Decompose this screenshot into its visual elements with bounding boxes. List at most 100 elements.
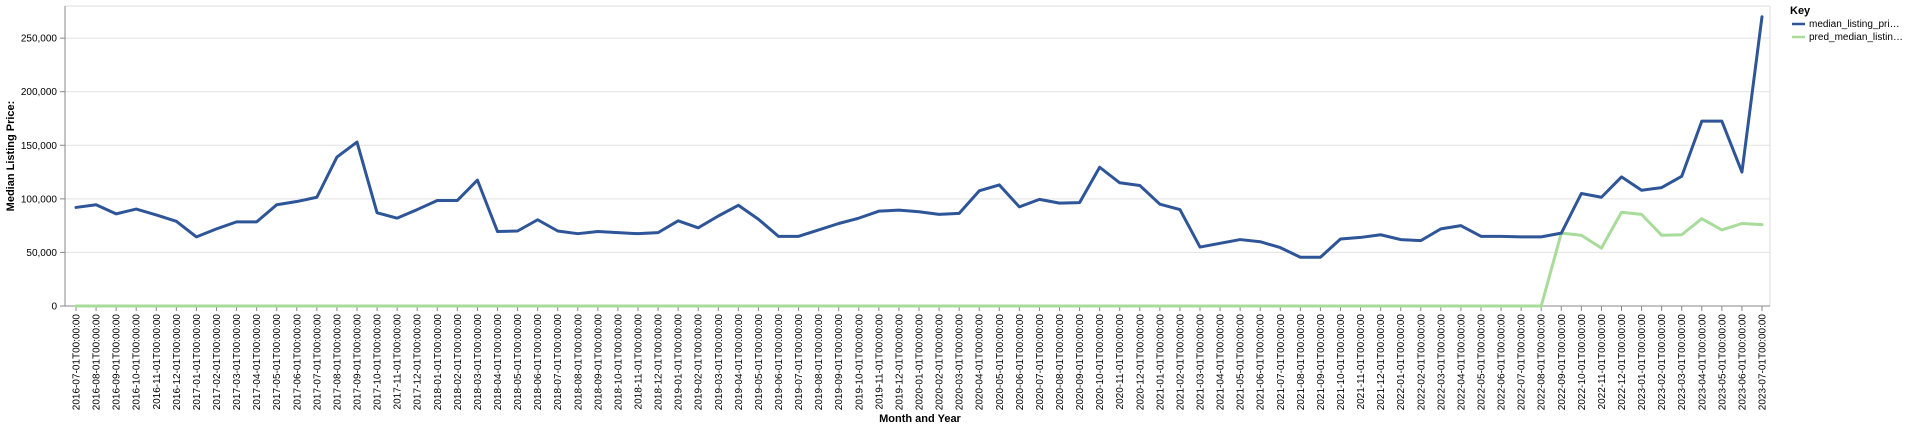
- x-tick-label: 2017-05-01T00:00:00: [272, 314, 283, 411]
- y-axis-title: Median Listing Price:: [5, 101, 17, 212]
- x-tick-label: 2020-01-01T00:00:00: [915, 314, 926, 411]
- x-tick-label: 2018-06-01T00:00:00: [533, 314, 544, 411]
- x-tick-label: 2021-05-01T00:00:00: [1236, 314, 1247, 411]
- x-tick-label: 2018-07-01T00:00:00: [553, 314, 564, 411]
- x-tick-label: 2021-11-01T00:00:00: [1356, 314, 1367, 410]
- x-tick-label: 2020-09-01T00:00:00: [1075, 314, 1086, 411]
- x-tick-label: 2022-09-01T00:00:00: [1557, 314, 1568, 411]
- x-tick-label: 2021-02-01T00:00:00: [1175, 314, 1186, 411]
- x-tick-label: 2023-04-01T00:00:00: [1697, 314, 1708, 411]
- x-tick-label: 2020-07-01T00:00:00: [1035, 314, 1046, 411]
- x-tick-label: 2017-12-01T00:00:00: [413, 314, 424, 411]
- x-tick-label: 2019-10-01T00:00:00: [854, 314, 865, 411]
- x-tick-label: 2021-08-01T00:00:00: [1296, 314, 1307, 411]
- x-tick-label: 2020-11-01T00:00:00: [1115, 314, 1126, 410]
- x-tick-label: 2017-04-01T00:00:00: [252, 314, 263, 411]
- x-tick-label: 2021-10-01T00:00:00: [1336, 314, 1347, 411]
- x-tick-label: 2021-12-01T00:00:00: [1376, 314, 1387, 411]
- x-tick-label: 2022-11-01T00:00:00: [1597, 314, 1608, 410]
- x-tick-label: 2021-09-01T00:00:00: [1316, 314, 1327, 411]
- x-tick-label: 2020-08-01T00:00:00: [1055, 314, 1066, 411]
- x-tick-label: 2019-11-01T00:00:00: [874, 314, 885, 410]
- x-tick-label: 2019-07-01T00:00:00: [794, 314, 805, 411]
- x-tick-label: 2020-03-01T00:00:00: [955, 314, 966, 411]
- x-tick-label: 2023-05-01T00:00:00: [1717, 314, 1728, 411]
- x-tick-label: 2017-02-01T00:00:00: [212, 314, 223, 411]
- x-tick-label: 2018-12-01T00:00:00: [654, 314, 665, 411]
- legend-title: Key: [1790, 5, 1811, 17]
- x-tick-label: 2020-02-01T00:00:00: [935, 314, 946, 411]
- x-tick-label: 2022-12-01T00:00:00: [1617, 314, 1628, 411]
- x-tick-label: 2016-11-01T00:00:00: [152, 314, 163, 410]
- x-tick-label: 2018-09-01T00:00:00: [593, 314, 604, 411]
- x-tick-label: 2019-12-01T00:00:00: [894, 314, 905, 411]
- x-tick-label: 2022-01-01T00:00:00: [1396, 314, 1407, 411]
- x-tick-label: 2023-03-01T00:00:00: [1677, 314, 1688, 411]
- x-tick-label: 2016-07-01T00:00:00: [72, 314, 83, 411]
- x-tick-label: 2022-02-01T00:00:00: [1416, 314, 1427, 411]
- y-tick-label: 50,000: [26, 248, 57, 259]
- x-tick-label: 2017-11-01T00:00:00: [393, 314, 404, 410]
- y-tick-label: 150,000: [21, 141, 58, 152]
- x-tick-label: 2023-06-01T00:00:00: [1737, 314, 1748, 411]
- x-tick-label: 2019-03-01T00:00:00: [714, 314, 725, 411]
- x-tick-label: 2017-08-01T00:00:00: [332, 314, 343, 411]
- x-tick-label: 2018-04-01T00:00:00: [493, 314, 504, 411]
- x-tick-label: 2020-06-01T00:00:00: [1015, 314, 1026, 411]
- x-tick-label: 2019-05-01T00:00:00: [754, 314, 765, 411]
- y-tick-label: 250,000: [21, 34, 58, 45]
- legend-label: pred_median_listin…: [1809, 32, 1903, 43]
- x-tick-label: 2022-06-01T00:00:00: [1497, 314, 1508, 411]
- x-tick-label: 2020-04-01T00:00:00: [975, 314, 986, 411]
- x-tick-label: 2018-02-01T00:00:00: [453, 314, 464, 411]
- x-tick-label: 2018-01-01T00:00:00: [433, 314, 444, 411]
- x-tick-label: 2021-04-01T00:00:00: [1216, 314, 1227, 411]
- x-tick-label: 2018-08-01T00:00:00: [573, 314, 584, 411]
- y-tick-label: 200,000: [21, 87, 58, 98]
- y-tick-label: 100,000: [21, 194, 58, 205]
- x-tick-label: 2017-10-01T00:00:00: [373, 314, 384, 411]
- axes: 0 50,000 100,000 150,000 200,000 250,000 2016-…: [21, 6, 1770, 410]
- series-line: [74, 210, 1764, 308]
- series-line: [74, 15, 1764, 259]
- x-tick-label: 2020-12-01T00:00:00: [1135, 314, 1146, 411]
- x-tick-label: 2017-03-01T00:00:00: [232, 314, 243, 411]
- legend-label: median_listing_pri…: [1809, 19, 1900, 30]
- series-lines: [74, 15, 1764, 308]
- x-tick-label: 2019-09-01T00:00:00: [834, 314, 845, 411]
- x-tick-label: 2021-03-01T00:00:00: [1196, 314, 1207, 411]
- x-tick-label: 2019-06-01T00:00:00: [774, 314, 785, 411]
- x-tick-label: 2020-10-01T00:00:00: [1095, 314, 1106, 411]
- grid: [65, 5, 1771, 307]
- x-tick-label: 2021-07-01T00:00:00: [1276, 314, 1287, 411]
- x-tick-label: 2016-08-01T00:00:00: [92, 314, 103, 411]
- x-axis-title: Month and Year: [879, 413, 961, 425]
- x-tick-label: 2020-05-01T00:00:00: [995, 314, 1006, 411]
- x-tick-label: 2022-03-01T00:00:00: [1436, 314, 1447, 411]
- x-tick-label: 2017-07-01T00:00:00: [312, 314, 323, 411]
- x-tick-label: 2017-01-01T00:00:00: [192, 314, 203, 411]
- x-tick-label: 2022-08-01T00:00:00: [1537, 314, 1548, 411]
- x-tick-label: 2018-10-01T00:00:00: [613, 314, 624, 411]
- x-tick-label: 2022-04-01T00:00:00: [1456, 314, 1467, 411]
- x-tick-label: 2023-07-01T00:00:00: [1758, 314, 1769, 411]
- x-tick-label: 2017-06-01T00:00:00: [292, 314, 303, 411]
- x-tick-label: 2023-01-01T00:00:00: [1637, 314, 1648, 411]
- x-tick-label: 2021-01-01T00:00:00: [1155, 314, 1166, 411]
- x-tick-label: 2022-10-01T00:00:00: [1577, 314, 1588, 411]
- x-tick-label: 2016-09-01T00:00:00: [112, 314, 123, 411]
- x-tick-label: 2022-05-01T00:00:00: [1477, 314, 1488, 411]
- x-tick-label: 2019-04-01T00:00:00: [734, 314, 745, 411]
- x-tick-label: 2018-11-01T00:00:00: [634, 314, 645, 410]
- x-tick-label: 2021-06-01T00:00:00: [1256, 314, 1267, 411]
- x-tick-label: 2016-12-01T00:00:00: [172, 314, 183, 411]
- x-tick-label: 2022-07-01T00:00:00: [1517, 314, 1528, 411]
- y-tick-label: 0: [51, 302, 57, 313]
- x-tick-label: 2019-08-01T00:00:00: [814, 314, 825, 411]
- x-tick-label: 2017-09-01T00:00:00: [353, 314, 364, 411]
- x-tick-label: 2018-05-01T00:00:00: [513, 314, 524, 411]
- x-tick-label: 2018-03-01T00:00:00: [473, 314, 484, 411]
- x-tick-label: 2019-02-01T00:00:00: [694, 314, 705, 411]
